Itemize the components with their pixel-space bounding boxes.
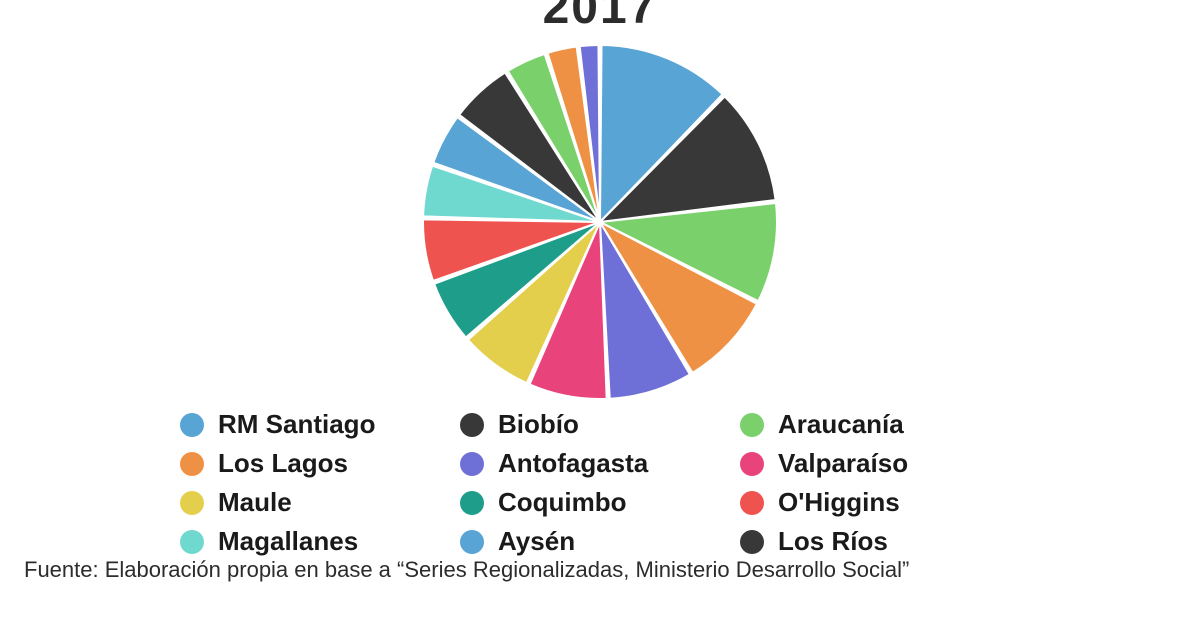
legend-swatch: [740, 530, 764, 554]
legend-swatch: [740, 413, 764, 437]
legend-item: RM Santiago: [180, 409, 460, 440]
legend-swatch: [460, 452, 484, 476]
legend-label: Los Ríos: [778, 526, 888, 557]
legend-label: Aysén: [498, 526, 575, 557]
legend-swatch: [460, 491, 484, 515]
legend-label: Antofagasta: [498, 448, 648, 479]
legend-swatch: [180, 491, 204, 515]
pie-chart: [413, 35, 787, 409]
legend-item: Maule: [180, 487, 460, 518]
legend-label: Araucanía: [778, 409, 904, 440]
source-footer: Fuente: Elaboración propia en base a “Se…: [0, 557, 1200, 583]
legend-item: O'Higgins: [740, 487, 1020, 518]
legend-label: Biobío: [498, 409, 579, 440]
legend: RM Santiago Biobío Araucanía Los Lagos Antof…: [0, 409, 1200, 557]
legend-label: Magallanes: [218, 526, 358, 557]
legend-label: Valparaíso: [778, 448, 908, 479]
legend-label: RM Santiago: [218, 409, 375, 440]
legend-item: Aysén: [460, 526, 740, 557]
legend-swatch: [180, 530, 204, 554]
legend-swatch: [180, 413, 204, 437]
legend-label: Los Lagos: [218, 448, 348, 479]
legend-swatch: [740, 491, 764, 515]
legend-label: Maule: [218, 487, 292, 518]
legend-item: Los Lagos: [180, 448, 460, 479]
legend-item: Coquimbo: [460, 487, 740, 518]
legend-item: Valparaíso: [740, 448, 1020, 479]
legend-label: O'Higgins: [778, 487, 900, 518]
legend-swatch: [740, 452, 764, 476]
legend-swatch: [460, 530, 484, 554]
legend-item: Los Ríos: [740, 526, 1020, 557]
legend-item: Araucanía: [740, 409, 1020, 440]
legend-item: Antofagasta: [460, 448, 740, 479]
legend-label: Coquimbo: [498, 487, 627, 518]
pie-chart-container: [0, 35, 1200, 409]
legend-item: Magallanes: [180, 526, 460, 557]
legend-swatch: [180, 452, 204, 476]
chart-title: 2017: [0, 0, 1200, 35]
legend-item: Biobío: [460, 409, 740, 440]
legend-swatch: [460, 413, 484, 437]
